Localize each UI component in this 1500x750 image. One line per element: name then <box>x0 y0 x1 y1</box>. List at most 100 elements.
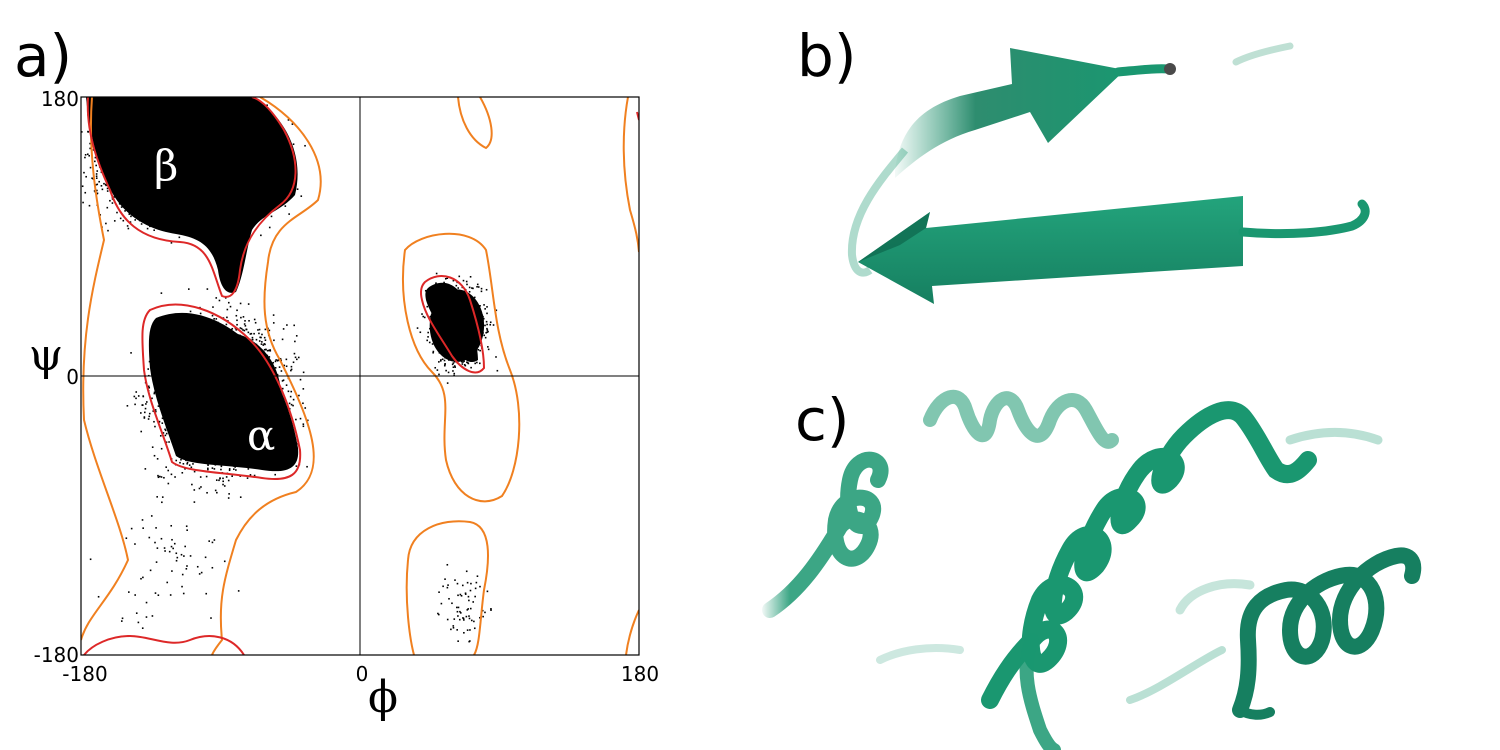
scatter-point <box>75 123 77 125</box>
scatter-point <box>269 362 272 365</box>
scatter-point <box>108 125 111 128</box>
scatter-point <box>274 411 276 413</box>
scatter-point <box>94 130 97 132</box>
scatter-point <box>227 333 229 336</box>
scatter-point <box>229 407 232 410</box>
scatter-point <box>212 381 215 383</box>
scatter-point <box>104 183 107 186</box>
scatter-point <box>153 333 155 335</box>
scatter-point <box>96 189 98 192</box>
scatter-point <box>235 154 238 157</box>
scatter-point <box>268 152 271 155</box>
scatter-point <box>175 116 178 119</box>
scatter-point <box>160 142 163 145</box>
scatter-point <box>173 137 175 140</box>
scatter-point <box>163 385 166 388</box>
scatter-point <box>217 141 220 144</box>
scatter-point <box>242 393 245 395</box>
scatter-point <box>172 410 174 413</box>
scatter-point <box>235 378 238 381</box>
scatter-point <box>190 164 192 166</box>
scatter-point <box>171 138 173 141</box>
scatter-point <box>220 165 223 167</box>
scatter-point <box>261 180 263 183</box>
scatter-point <box>212 416 214 418</box>
scatter-point <box>148 139 151 142</box>
scatter-point <box>244 388 247 391</box>
scatter-point <box>254 190 257 193</box>
scatter-point <box>244 383 247 385</box>
scatter-point <box>109 168 112 170</box>
scatter-point <box>222 410 224 412</box>
scatter-point <box>180 151 182 153</box>
scatter-point <box>197 401 199 404</box>
scatter-point <box>245 157 248 160</box>
scatter-point <box>211 118 214 121</box>
scatter-point <box>215 379 217 381</box>
scatter-point <box>264 190 267 193</box>
scatter-point <box>149 129 152 131</box>
scatter-point <box>160 136 163 139</box>
scatter-point <box>149 210 151 213</box>
scatter-point <box>95 177 98 179</box>
scatter-point <box>184 146 186 149</box>
scatter-point <box>209 342 212 344</box>
scatter-point <box>118 165 120 168</box>
scatter-point <box>139 168 141 170</box>
scatter-point <box>167 482 170 485</box>
scatter-point <box>175 150 178 152</box>
scatter-point <box>246 397 249 399</box>
scatter-point <box>221 426 223 428</box>
scatter-point <box>165 180 168 182</box>
scatter-point <box>135 182 138 184</box>
scatter-point <box>235 167 238 170</box>
scatter-point <box>241 354 243 357</box>
scatter-point <box>238 394 240 397</box>
scatter-point <box>300 195 303 197</box>
scatter-point <box>142 164 145 166</box>
scatter-point <box>214 385 216 387</box>
scatter-point <box>266 417 269 420</box>
scatter-point <box>169 347 172 350</box>
scatter-point <box>136 211 139 213</box>
scatter-point <box>253 390 255 393</box>
scatter-point <box>111 148 113 151</box>
scatter-point <box>259 162 261 165</box>
scatter-point <box>142 174 144 176</box>
scatter-point <box>166 107 168 110</box>
scatter-point <box>280 370 283 372</box>
scatter-point <box>234 174 237 176</box>
scatter-point <box>207 157 209 160</box>
scatter-point <box>248 181 251 184</box>
scatter-point <box>241 195 244 198</box>
scatter-point <box>172 422 175 425</box>
scatter-point <box>191 100 193 103</box>
scatter-point <box>268 410 271 413</box>
scatter-point <box>207 468 209 471</box>
scatter-point <box>160 214 162 217</box>
scatter-point <box>177 407 180 409</box>
scatter-point <box>268 398 270 400</box>
scatter-point <box>144 181 147 184</box>
scatter-point <box>197 370 199 373</box>
scatter-point <box>134 186 136 188</box>
scatter-point <box>201 427 204 429</box>
scatter-point <box>206 362 209 365</box>
scatter-point <box>160 167 163 169</box>
scatter-point <box>169 427 172 430</box>
scatter-point <box>168 173 170 175</box>
scatter-point <box>188 464 191 466</box>
scatter-point <box>247 462 249 465</box>
scatter-point <box>176 384 178 387</box>
scatter-point <box>236 309 238 312</box>
scatter-point <box>233 465 235 467</box>
scatter-point <box>157 164 159 167</box>
scatter-point <box>181 131 184 133</box>
scatter-point <box>188 159 190 162</box>
scatter-point <box>175 115 178 117</box>
scatter-point <box>136 169 138 172</box>
scatter-point <box>127 150 130 153</box>
scatter-point <box>174 162 176 165</box>
scatter-point <box>132 154 135 157</box>
scatter-point <box>167 104 169 106</box>
